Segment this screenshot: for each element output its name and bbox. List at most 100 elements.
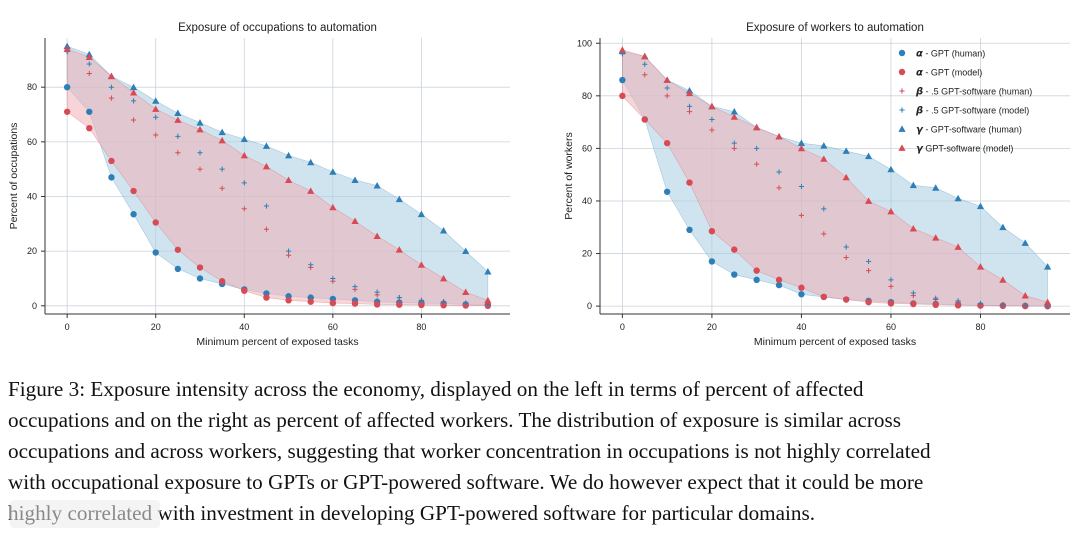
occ-gamma_model-point-3 (129, 89, 138, 96)
wrk-beta_model-point-4 (709, 116, 715, 123)
wrk-alpha_model-point-7 (775, 276, 783, 284)
occ-gamma_model-point-16 (417, 261, 426, 268)
occ-alpha_human-point-4 (152, 249, 159, 256)
wrk-legend-label-2: - .5 GPT-software (human) (923, 87, 1032, 97)
occ-alpha_model-point-9 (263, 294, 270, 301)
wrk-legend-item-4: γ - GPT-software (human) (916, 125, 1022, 136)
wrk-chart-title: Exposure of workers to automation (746, 22, 924, 34)
occ-beta_model-point-6 (197, 150, 203, 156)
wrk-gamma_model-point-9 (820, 155, 828, 162)
occ-gamma_human-point-4 (152, 97, 160, 104)
occ-alpha_model-point-11 (307, 298, 314, 305)
occ-series-beta_model (64, 49, 491, 308)
chart-workers: 0 20 40 60 80 0 20 40 60 80 100 Exposure of workers… (563, 22, 1070, 348)
wrk-alpha_model-point-1 (641, 116, 648, 123)
occ-gamma_model-point-2 (107, 72, 116, 80)
wrk-alpha_model-point-6 (753, 267, 760, 274)
wrk-legend: α - GPT (human) α - GPT (model) β - .5 GPT… (898, 49, 1032, 155)
wrk-alpha_human-point-4 (708, 258, 716, 265)
occ-beta_model-point-2 (108, 84, 115, 90)
wrk-alpha_human-point-0 (619, 76, 626, 84)
wrk-gamma_model-point-7 (775, 132, 783, 140)
watermark-overlay (10, 500, 160, 528)
wrk-alpha_model-point-2 (663, 139, 671, 147)
occ-ytick-label-2: 40 (27, 191, 37, 201)
wrk-xtick-label-2: 40 (796, 322, 806, 332)
occ-alpha_model-point-12 (329, 299, 337, 307)
wrk-y-label: Percent of workers (563, 132, 575, 220)
wrk-legend-item-0: α - GPT (human) (916, 49, 985, 60)
wrk-beta_model-point-10 (843, 244, 849, 250)
occ-alpha_model-point-3 (130, 187, 137, 195)
wrk-beta_human-point-10 (843, 254, 849, 261)
occ-beta_human-point-9 (263, 226, 270, 232)
wrk-beta_human-point-4 (709, 127, 715, 133)
wrk-gamma_model-point-13 (909, 224, 917, 232)
occ-gamma_model-point-18 (462, 288, 470, 296)
wrk-legend-greek-2: β (915, 87, 923, 98)
wrk-alpha_model-point-13 (910, 300, 917, 308)
occ-gamma_model-point-13 (351, 217, 359, 224)
wrk-gamma_human-point-14 (932, 184, 940, 191)
occ-gamma_model-point-10 (284, 176, 293, 183)
wrk-gamma_human-point-9 (820, 142, 828, 149)
wrk-alpha_model-point-14 (932, 301, 939, 308)
wrk-gamma_model-point-1 (641, 52, 649, 60)
occ-beta_model-point-5 (175, 133, 181, 139)
wrk-alpha_human-point-2 (663, 188, 671, 195)
wrk-x-label: Minimum percent of exposed tasks (754, 336, 916, 348)
occ-alpha_human-point-1 (86, 108, 93, 115)
wrk-xtick-label-3: 60 (886, 322, 896, 332)
wrk-alpha_model-point-10 (842, 296, 850, 303)
wrk-ytick-label-1: 20 (582, 249, 592, 259)
occ-beta_model-point-18 (463, 300, 469, 306)
occ-alpha_model-point-15 (396, 301, 403, 308)
wrk-beta_human-point-2 (664, 93, 670, 99)
occ-gamma_human-point-19 (484, 268, 492, 275)
wrk-legend-item-2: β - .5 GPT-software (human) (915, 87, 1032, 98)
occ-beta_model-point-17 (440, 299, 447, 305)
wrk-beta_model-point-13 (910, 290, 916, 296)
wrk-gamma_human-point-13 (909, 181, 917, 189)
occ-beta_human-point-5 (175, 150, 181, 156)
occ-alpha_human-point-3 (130, 211, 137, 218)
occ-chart-title: Exposure of occupations to automation (178, 22, 377, 34)
wrk-beta_human-point-7 (776, 185, 782, 191)
occ-beta_model-point-1 (86, 61, 92, 67)
wrk-gamma_model-point-12 (887, 207, 895, 215)
wrk-xtick-label-0: 0 (620, 322, 625, 332)
occ-gamma_model-point-6 (196, 125, 204, 133)
occ-beta_human-point-8 (241, 206, 247, 212)
wrk-legend-label-3: - .5 GPT-software (model) (923, 106, 1029, 116)
wrk-beta_model-point-1 (642, 61, 648, 67)
wrk-beta_human-point-5 (731, 145, 737, 151)
occ-xtick-label-4: 80 (416, 322, 426, 332)
occ-alpha_model-point-10 (285, 297, 292, 304)
occ-beta_human-point-4 (153, 132, 159, 138)
occ-ytick-label-3: 60 (27, 137, 37, 147)
wrk-beta_human-point-11 (865, 268, 872, 274)
caption-line-3: occupations and across workers, suggesti… (8, 439, 931, 463)
wrk-legend-marker-1 (898, 68, 906, 76)
occ-gamma_human-point-13 (351, 176, 359, 183)
wrk-ytick-label-2: 40 (582, 196, 592, 206)
occ-gamma_model-point-12 (329, 203, 337, 211)
occ-beta_model-point-4 (153, 114, 159, 120)
wrk-gamma_human-point-5 (730, 108, 738, 115)
occ-alpha_human-point-5 (174, 265, 182, 273)
caption-line-1: Figure 3: Exposure intensity across the … (8, 377, 864, 401)
wrk-beta_model-point-11 (865, 258, 872, 265)
occ-alpha_model-point-16 (418, 301, 425, 309)
wrk-alpha_model-point-5 (731, 246, 738, 253)
wrk-gamma_model-point-8 (797, 144, 806, 152)
occ-alpha_model-point-2 (108, 157, 115, 165)
occ-gamma_human-point-12 (329, 168, 337, 175)
occ-gamma_human-point-5 (174, 109, 182, 117)
occ-alpha_model-point-4 (152, 219, 159, 226)
wrk-alpha_human-point-5 (731, 271, 738, 278)
wrk-legend-item-1: α - GPT (model) (916, 68, 982, 79)
wrk-gamma_model-point-4 (708, 102, 716, 110)
wrk-xtick-label-4: 80 (975, 322, 985, 332)
wrk-legend-marker-4 (898, 125, 906, 132)
occ-gamma_model-point-15 (395, 246, 403, 253)
